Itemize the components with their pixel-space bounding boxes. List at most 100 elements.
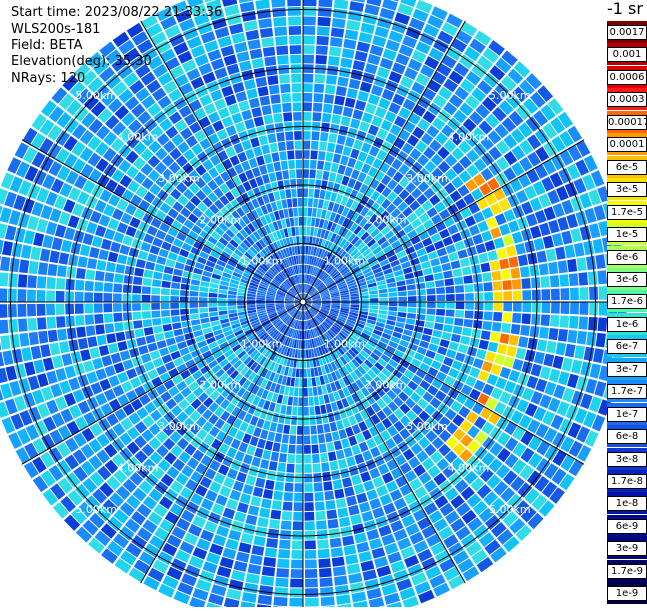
radar-cell (150, 245, 161, 255)
radar-cell (221, 138, 232, 149)
radar-cell (230, 490, 242, 501)
radar-cell (405, 324, 415, 331)
radar-cell (145, 261, 155, 270)
radar-cell (105, 272, 115, 282)
radar-cell (273, 491, 283, 501)
radar-cell (333, 9, 347, 19)
radar-cell (311, 150, 318, 159)
radar-cell (37, 304, 46, 316)
radar-cell (18, 274, 28, 287)
radar-cell (319, 395, 325, 404)
radar-cell (475, 293, 484, 301)
radar-cell (303, 188, 308, 197)
radar-cell (144, 327, 154, 336)
radar-cell (289, 598, 303, 607)
radar-cell (443, 324, 453, 332)
radar-cell (303, 112, 312, 121)
radar-cell (315, 406, 321, 415)
radar-cell (316, 520, 327, 529)
radar-cell (425, 321, 435, 328)
radar-cell (292, 541, 303, 550)
radar-cell (415, 320, 424, 327)
radar-cell (113, 284, 122, 293)
radar-cell (515, 243, 526, 255)
radar-cell (316, 209, 322, 218)
radar-cell (270, 94, 280, 104)
range-ring-label: 1.00km (241, 255, 283, 268)
radar-cell (565, 344, 576, 358)
radar-cell (488, 342, 498, 353)
radar-cell (303, 350, 306, 359)
radar-cell (427, 295, 436, 301)
radar-cell (235, 91, 247, 102)
radar-cell (362, 450, 372, 461)
radar-cell (132, 312, 141, 320)
radar-cell (553, 356, 564, 370)
radar-cell (98, 249, 109, 260)
radar-cell (297, 246, 300, 255)
radar-cell (218, 298, 227, 302)
radar-cell (92, 358, 103, 370)
radar-cell (352, 592, 367, 603)
radar-cell (247, 305, 256, 308)
radar-cell (155, 333, 165, 342)
radar-cell (323, 423, 330, 433)
radar-cell (282, 103, 292, 112)
radar-cell (561, 302, 570, 314)
radar-cell (267, 75, 278, 85)
radar-cell (269, 85, 280, 95)
radar-cell (284, 180, 291, 189)
radar-cell (142, 311, 151, 319)
radar-cell (423, 328, 433, 336)
radar-cell (481, 231, 492, 242)
radar-cell (296, 160, 302, 169)
radar-cell (335, 144, 344, 154)
radar-cell (539, 263, 549, 275)
radar-cell (389, 297, 398, 301)
radar-cell (56, 291, 65, 302)
radar-cell (334, 95, 345, 105)
radar-cell (56, 304, 65, 315)
radar-cell (389, 307, 398, 312)
colorbar-label: 0.0001 (607, 137, 647, 152)
radar-cell (259, 135, 268, 145)
colorbar-swatch: 1e-9 (607, 582, 647, 604)
radar-cell (499, 259, 509, 270)
range-ring-label: 3.00km (406, 420, 448, 433)
radar-cell (303, 131, 311, 140)
radar-cell (110, 242, 121, 253)
radar-cell (512, 232, 523, 244)
range-ring-label: 3.00km (158, 420, 200, 433)
radar-cell (503, 302, 512, 311)
radar-cell (361, 23, 375, 34)
radar-cell (303, 169, 309, 178)
radar-cell (136, 259, 146, 268)
colorbar-swatch: 0.0006 (607, 66, 647, 88)
colorbar-label: 1.7e-9 (607, 564, 647, 579)
radar-cell (237, 152, 247, 163)
range-ring-label: 5.00km (75, 89, 117, 102)
radar-cell (271, 182, 278, 192)
radar-cell (180, 309, 189, 315)
radar-cell (348, 573, 362, 584)
radar-cell (0, 257, 10, 272)
radar-cell (260, 459, 269, 469)
radar-cell (314, 492, 324, 501)
radar-cell (509, 257, 519, 268)
radar-cell (303, 83, 313, 92)
radar-cell (265, 441, 273, 451)
radar-cell (235, 451, 245, 462)
radar-cell (291, 416, 297, 425)
radar-cell (234, 511, 246, 522)
radar-cell (341, 304, 350, 307)
radar-cell (0, 335, 10, 350)
radar-cell (230, 134, 241, 145)
radar-cell (18, 304, 27, 317)
radar-cell (300, 246, 303, 255)
radar-cell (531, 364, 542, 377)
radar-cell (271, 452, 280, 462)
radar-cell (55, 368, 67, 381)
radar-cell (6, 366, 18, 381)
radar-cell (290, 55, 301, 64)
radar-cell (231, 570, 245, 581)
